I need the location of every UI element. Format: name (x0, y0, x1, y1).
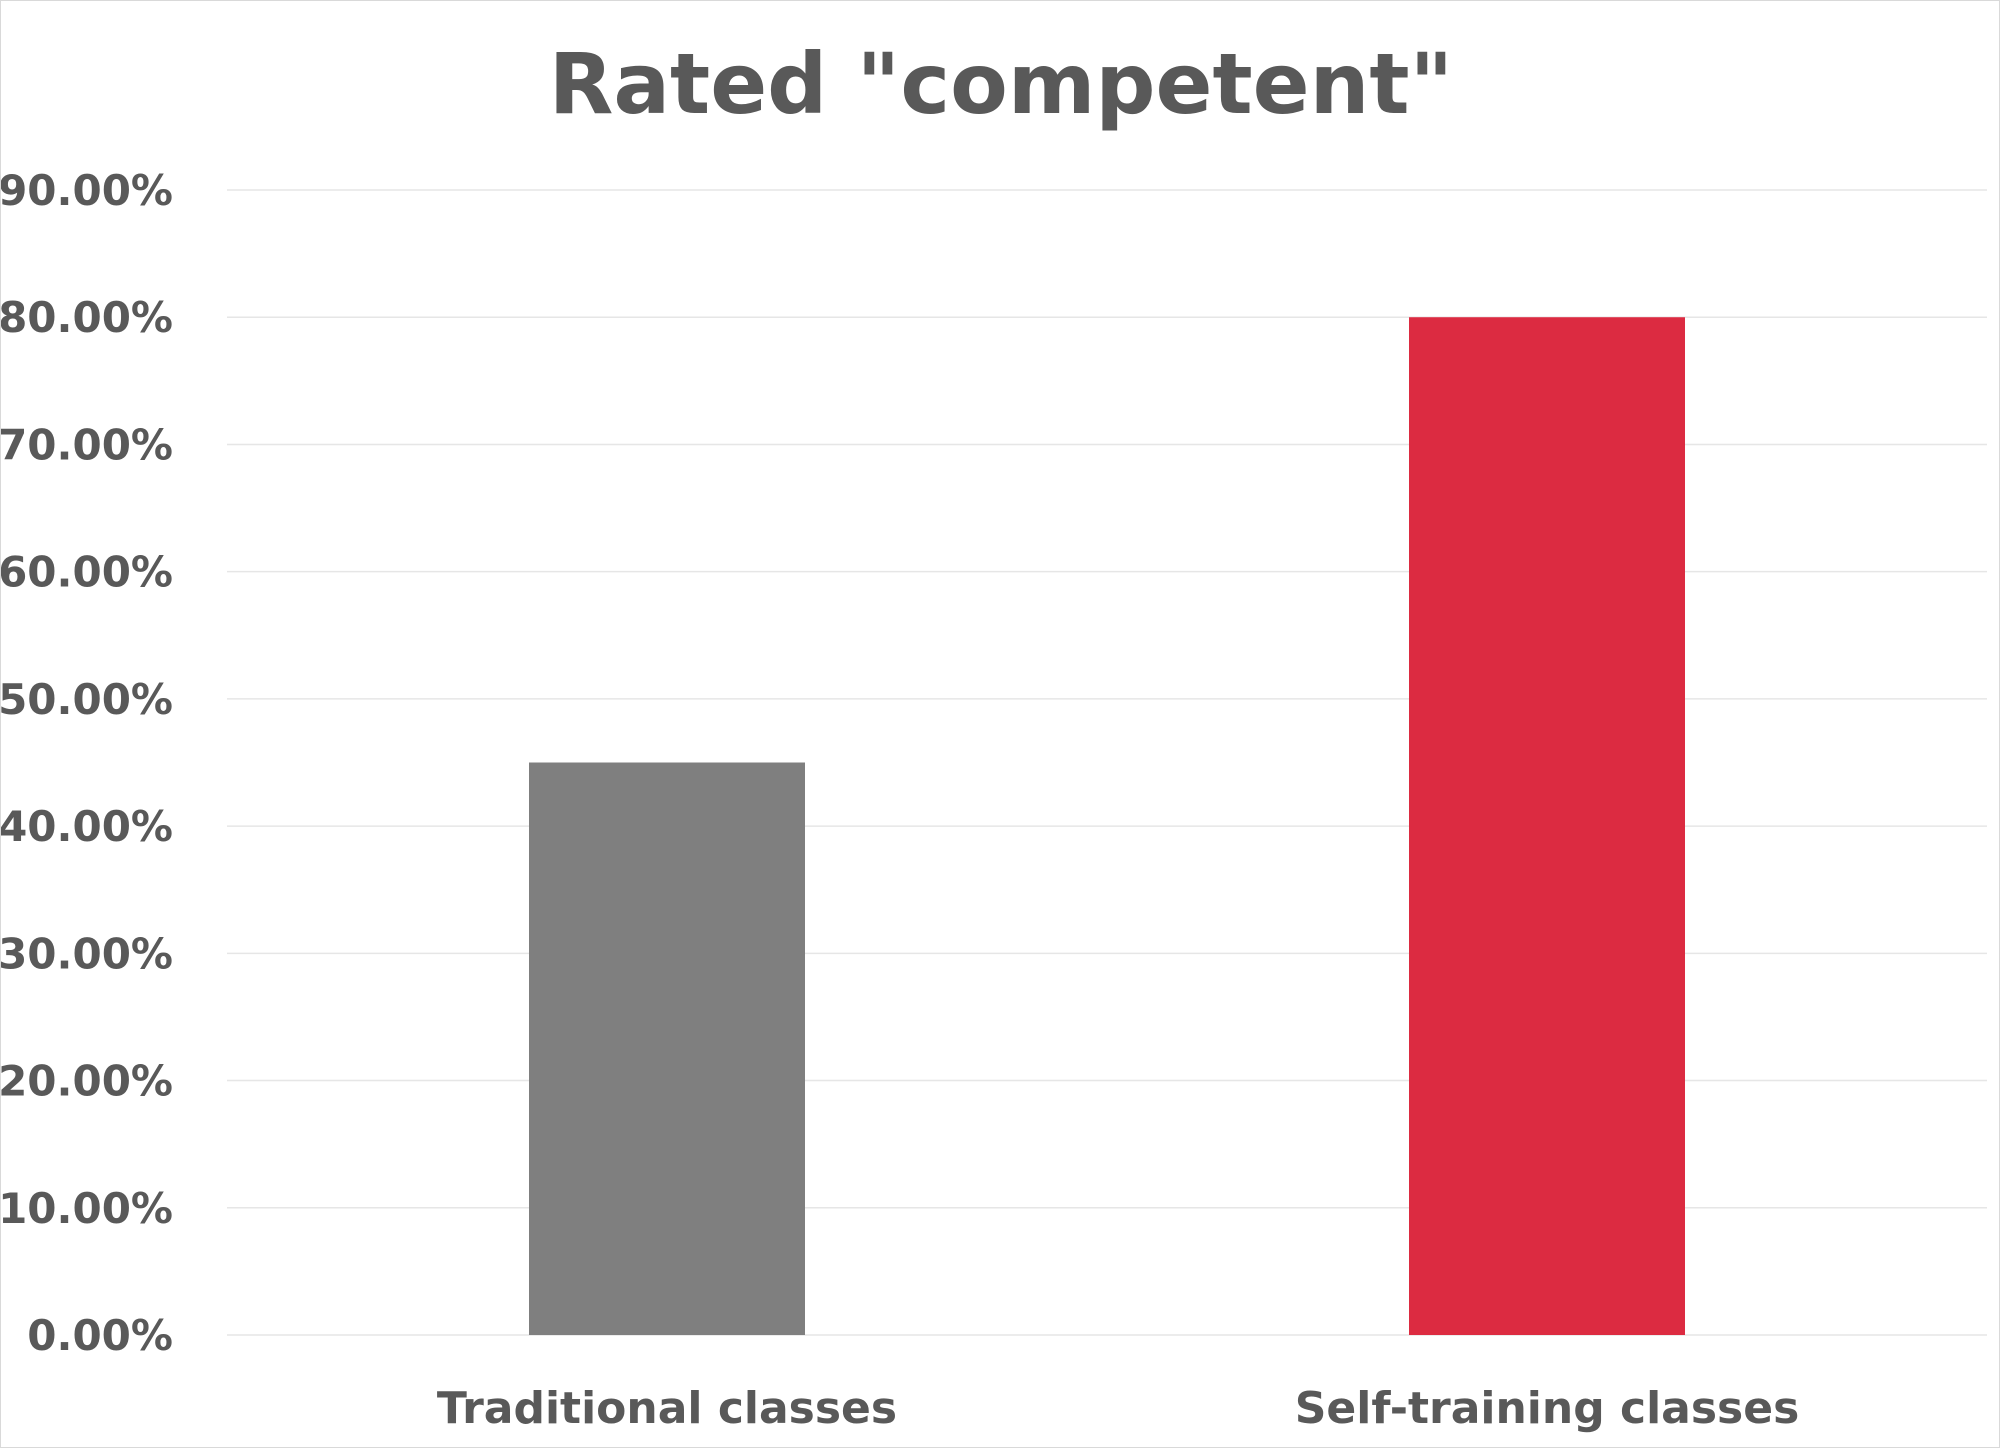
y-tick-label: 80.00% (1, 293, 173, 342)
y-tick-label: 0.00% (27, 1311, 173, 1360)
x-axis-category-labels: Traditional classes Self-training classes (437, 1383, 1799, 1434)
y-axis-tick-labels: 0.00% 10.00% 20.00% 30.00% 40.00% 50.00% 60.00… (1, 166, 173, 1360)
chart-title: Rated "competent" (549, 35, 1454, 133)
y-tick-label: 40.00% (1, 802, 173, 851)
x-category-label: Traditional classes (437, 1383, 897, 1434)
bars (529, 317, 1685, 1335)
x-category-label: Self-training classes (1295, 1383, 1800, 1434)
bar-2 (1409, 317, 1685, 1335)
y-tick-label: 30.00% (1, 929, 173, 978)
bar-1 (529, 762, 805, 1335)
y-tick-label: 70.00% (1, 420, 173, 469)
y-tick-label: 60.00% (1, 548, 173, 597)
y-tick-label: 50.00% (1, 675, 173, 724)
gridlines (227, 189, 1987, 1336)
y-tick-label: 90.00% (1, 166, 173, 215)
y-tick-label: 10.00% (1, 1184, 173, 1233)
y-tick-label: 20.00% (1, 1057, 173, 1106)
